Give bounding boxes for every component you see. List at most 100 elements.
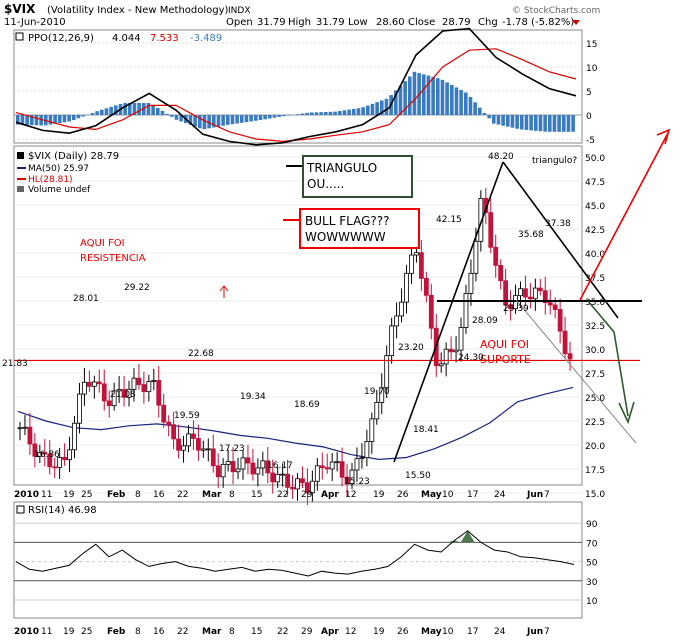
price-point-label: 42.15 <box>436 215 462 225</box>
ppo-histogram-bar <box>301 114 305 115</box>
x-axis-label: 25 <box>81 627 92 637</box>
x-axis-label: 26 <box>397 627 409 637</box>
x-axis-label: 12 <box>345 627 356 637</box>
ppo-histogram-bar <box>100 110 104 115</box>
ppo-histogram-bar <box>137 103 141 115</box>
x-axis-label: 17 <box>467 627 478 637</box>
candle-body <box>335 462 339 463</box>
candle-body <box>320 466 324 468</box>
candle-body <box>405 273 409 302</box>
x-axis-label: Jun <box>526 490 543 500</box>
ppo-histogram-bar <box>562 115 566 132</box>
ppo-legend-swatch <box>16 33 23 40</box>
candle-body <box>330 462 334 469</box>
volume-legend-swatch <box>17 186 24 192</box>
candle-body <box>291 487 295 489</box>
x-axis-label: 19 <box>373 490 385 500</box>
price-point-label: 16.17 <box>267 461 293 471</box>
ppo-histogram-bar <box>497 115 501 125</box>
price-legend-ma: MA(50) 25.97 <box>28 164 89 174</box>
candle-body <box>296 479 300 489</box>
candle-body <box>533 288 537 299</box>
ppo-histogram-bar <box>161 111 165 115</box>
x-axis-label: 8 <box>135 627 141 637</box>
low-label: Low <box>348 17 368 28</box>
price-point-label: 22.68 <box>188 349 214 359</box>
price-tick-label: 17.5 <box>585 466 605 476</box>
ppo-histogram-bar <box>240 115 244 123</box>
x-axis-label: 10 <box>442 627 454 637</box>
candle-body <box>251 463 255 474</box>
candle-body <box>241 458 245 469</box>
candle-body <box>360 458 364 459</box>
ppo-histogram-bar <box>352 109 356 115</box>
candle-body <box>454 350 458 352</box>
candle-body <box>395 316 399 326</box>
ppo-histogram-bar <box>81 115 85 116</box>
ppo-histogram-bar <box>487 115 491 118</box>
x-axis-label: Mar <box>202 627 222 637</box>
copyright-text: © StockCharts.com <box>512 6 600 16</box>
ppo-histogram-bar <box>170 115 174 117</box>
ppo-histogram-bar <box>273 115 277 118</box>
ppo-value-2: 7.533 <box>150 33 179 44</box>
ppo-histogram-bar <box>245 115 249 122</box>
ppo-histogram-bar <box>319 112 323 115</box>
triangulo-box-line1: TRIANGULO <box>306 161 377 175</box>
ppo-tick-label: 15 <box>586 40 597 50</box>
price-point-label: 24.30 <box>458 353 484 363</box>
ppo-histogram-bar <box>333 112 337 115</box>
x-axis-label: 24 <box>494 490 506 500</box>
rsi-overbought-fill <box>447 531 474 543</box>
x-axis-label: 11 <box>41 627 52 637</box>
ppo-histogram-bar <box>329 112 333 115</box>
x-axis-label: 15 <box>251 490 262 500</box>
candle-body <box>172 425 176 439</box>
ppo-tick-label: 10 <box>586 64 598 74</box>
ppo-histogram-bar <box>175 115 179 120</box>
x-axis-label: 2010 <box>14 490 39 500</box>
open-value: 31.79 <box>257 17 286 28</box>
ppo-histogram-bar <box>165 114 169 115</box>
x-axis-label: 22 <box>277 490 288 500</box>
x-axis-label: 25 <box>81 490 92 500</box>
ppo-histogram-bar <box>455 87 459 115</box>
candle-body <box>142 385 146 392</box>
ppo-histogram-bar <box>72 115 76 120</box>
x-axis-label: 22 <box>277 627 288 637</box>
x-axis-label: 8 <box>229 627 235 637</box>
candle-body <box>444 349 448 364</box>
price-tick-label: 47.5 <box>585 178 605 188</box>
ppo-histogram-bar <box>49 115 53 125</box>
ppo-tick-label: 5 <box>586 88 592 98</box>
candle-body <box>449 349 453 352</box>
price-tick-label: 22.5 <box>585 418 605 428</box>
x-axis-label: May <box>421 490 442 500</box>
ppo-histogram-bar <box>249 115 253 121</box>
x-axis-label: 12 <box>345 490 356 500</box>
ppo-histogram-bar <box>203 115 207 129</box>
ppo-histogram-bar <box>357 108 361 115</box>
candle-body <box>261 461 265 468</box>
candle-body <box>523 289 527 297</box>
candle-body <box>276 474 280 482</box>
candle-body <box>375 402 379 418</box>
candle-body <box>365 441 369 457</box>
candle-body <box>439 364 443 366</box>
ppo-histogram-bar <box>305 113 309 115</box>
ppo-histogram-bar <box>324 112 328 115</box>
candle-body <box>315 466 319 481</box>
candle-body <box>226 462 230 465</box>
triangle-lower-line <box>516 300 636 443</box>
rsi-line <box>16 531 574 576</box>
rsi-tick-label: 30 <box>586 578 598 588</box>
ppo-histogram-bar <box>277 115 281 117</box>
ppo-signal-line <box>16 49 576 142</box>
low-value: 28.60 <box>376 17 405 28</box>
ppo-histogram-bar <box>310 112 314 115</box>
ppo-histogram-bar <box>450 85 454 115</box>
candle-body <box>528 297 532 299</box>
